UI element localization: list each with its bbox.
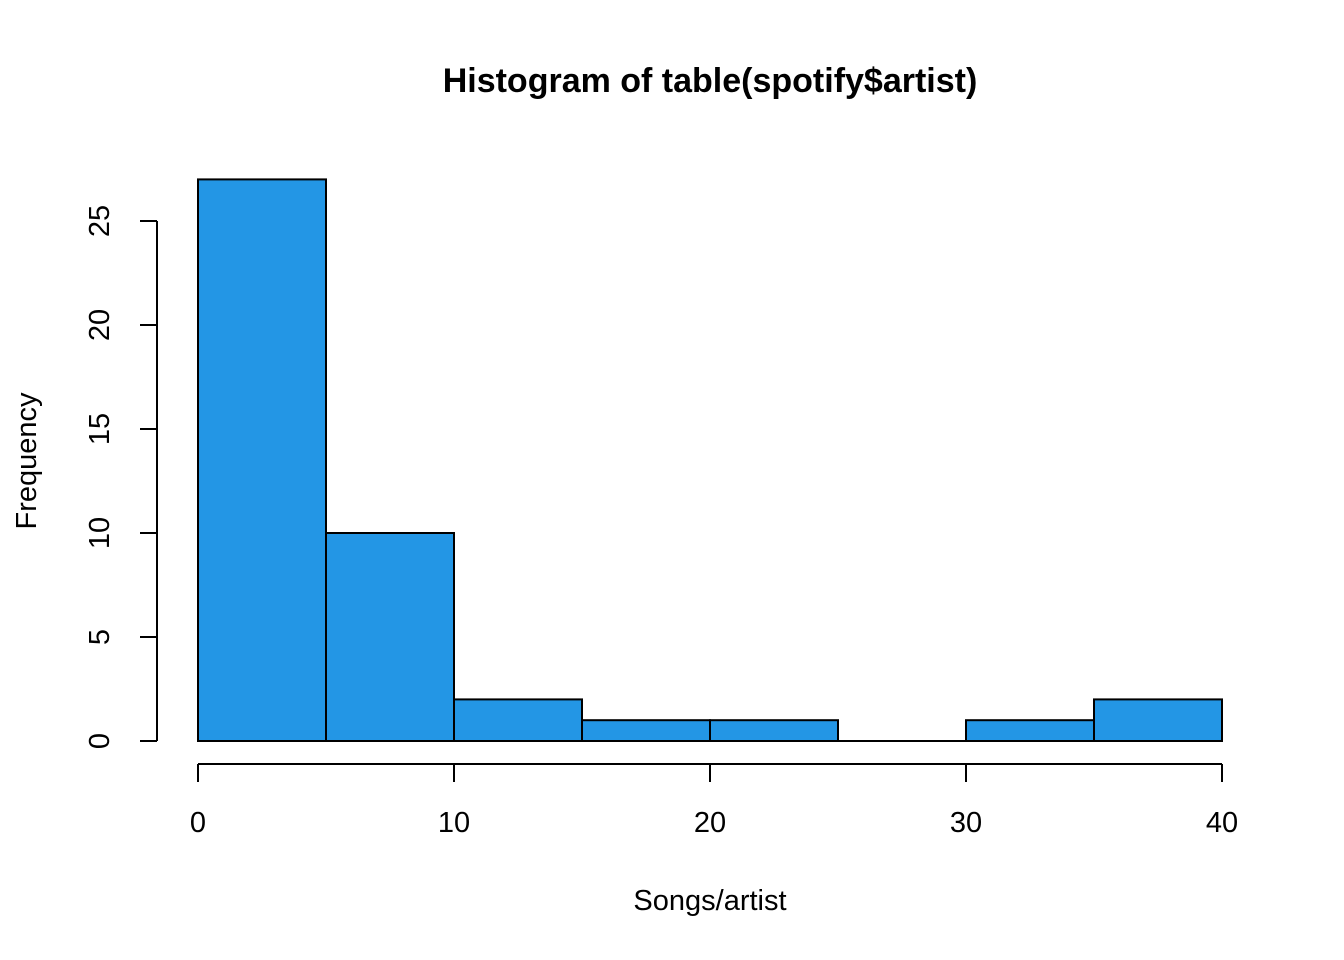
x-tick-label-0: 0 xyxy=(190,807,206,839)
y-axis-label: Frequency xyxy=(11,392,43,530)
y-tick-label-3: 15 xyxy=(84,413,116,445)
histogram-bar-1 xyxy=(325,532,455,742)
x-tick-label-4: 40 xyxy=(1206,807,1238,839)
histogram-bar-7 xyxy=(1093,698,1223,743)
chart-title: Histogram of table(spotify$artist) xyxy=(443,62,978,100)
y-tick-label-0: 0 xyxy=(84,733,116,749)
histogram-bar-3 xyxy=(581,719,711,743)
y-tick-label-2: 10 xyxy=(84,517,116,549)
y-tick-label-1: 5 xyxy=(84,629,116,645)
x-axis: 0 10 20 30 40 xyxy=(190,763,1238,839)
y-tick-label-4: 20 xyxy=(84,309,116,341)
x-tick-label-3: 30 xyxy=(950,807,982,839)
y-axis: 0 5 10 15 20 25 xyxy=(84,205,158,749)
y-tick-label-5: 25 xyxy=(84,205,116,237)
x-tick-label-2: 20 xyxy=(694,807,726,839)
histogram-bars xyxy=(197,178,1223,743)
x-tick-label-1: 10 xyxy=(438,807,470,839)
histogram-bar-2 xyxy=(453,698,583,743)
histogram-bar-4 xyxy=(709,719,839,743)
x-axis-label: Songs/artist xyxy=(633,885,786,917)
histogram-bar-0 xyxy=(197,178,327,742)
histogram-bar-6 xyxy=(965,719,1095,743)
